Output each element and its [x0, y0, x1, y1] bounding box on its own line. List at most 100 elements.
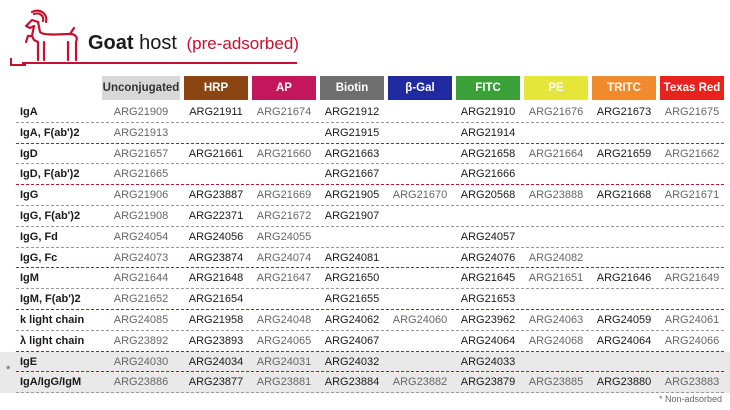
row-label: IgM, F(ab')2	[20, 293, 81, 306]
row-label: IgD, F(ab')2	[20, 168, 80, 181]
catalog-number-cell: ARG24032	[324, 355, 380, 368]
catalog-number-cell: ARG23879	[460, 376, 516, 389]
catalog-number-cell: ARG21908	[113, 209, 169, 222]
catalog-number-cell: ARG21647	[256, 272, 312, 285]
catalog-number-cell: ARG21905	[324, 189, 380, 202]
row-label: IgG, Fc	[20, 251, 58, 264]
catalog-number-cell: ARG24081	[324, 251, 380, 264]
catalog-number-cell: ARG23884	[324, 376, 380, 389]
page-title: Goat host (pre-adsorbed)	[88, 32, 299, 55]
title-bracket	[10, 58, 26, 66]
catalog-number-cell: ARG21672	[256, 209, 312, 222]
row-divider	[16, 350, 724, 352]
column-header-pe: PE	[524, 76, 588, 100]
catalog-number-cell: ARG23962	[460, 313, 516, 326]
catalog-number-cell: ARG21666	[460, 168, 516, 181]
table-row: λ light chain ARG23892 ARG23893 ARG24065 ARG…	[0, 331, 730, 352]
column-header-tritc: TRITC	[592, 76, 656, 100]
table-row: k light chain ARG24085 ARG21958 ARG24048 ARG…	[0, 310, 730, 331]
row-divider	[16, 142, 724, 144]
catalog-number-cell: ARG21660	[256, 147, 312, 160]
catalog-number-cell: ARG24060	[392, 313, 448, 326]
catalog-number-cell: ARG21661	[188, 147, 244, 160]
catalog-number-cell: ARG21906	[113, 189, 169, 202]
catalog-number-cell: ARG24059	[596, 313, 652, 326]
catalog-number-cell: ARG24085	[113, 313, 169, 326]
row-divider	[16, 121, 724, 123]
catalog-number-cell: ARG23893	[188, 334, 244, 347]
table-row: IgE ARG24030 ARG24034 ARG24031 ARG24032 ARG24…	[0, 351, 730, 373]
table-row: IgM, F(ab')2 ARG21652 ARG21654 ARG21655 ARG2…	[0, 289, 730, 310]
table-row: IgG ARG21906 ARG23887 ARG21669 ARG21905 ARG21…	[0, 185, 730, 206]
row-divider	[16, 288, 724, 290]
catalog-number-cell: ARG21665	[113, 168, 169, 181]
catalog-number-cell: ARG23892	[113, 334, 169, 347]
catalog-number-cell: ARG21676	[528, 106, 584, 118]
catalog-number-cell: ARG21659	[596, 147, 652, 160]
catalog-number-cell: ARG24054	[113, 230, 169, 243]
row-divider	[16, 163, 724, 165]
catalog-number-cell: ARG23887	[188, 189, 244, 202]
table-row: IgG, F(ab')2 ARG21908 ARG22371 ARG21672 ARG2…	[0, 206, 730, 227]
row-label: IgA, F(ab')2	[20, 126, 80, 139]
catalog-number-cell: ARG21669	[256, 189, 312, 202]
table-row: IgA ARG21909 ARG21911 ARG21674 ARG21912 ARG21…	[0, 102, 730, 123]
catalog-number-cell: ARG21915	[324, 126, 380, 139]
row-label: IgA/IgG/IgM	[20, 376, 82, 389]
table-row: IgG, Fd ARG24054 ARG24056 ARG24055 ARG24057	[0, 227, 730, 248]
catalog-number-cell: ARG24030	[113, 355, 169, 368]
catalog-number-cell: ARG21958	[188, 313, 244, 326]
column-header-hrp: HRP	[184, 76, 248, 100]
table-row: IgD ARG21657 ARG21661 ARG21660 ARG21663 ARG21…	[0, 144, 730, 165]
title-bold: Goat	[88, 32, 134, 54]
catalog-number-cell: ARG24065	[256, 334, 312, 347]
row-divider	[16, 225, 724, 227]
row-divider	[16, 184, 724, 186]
catalog-number-cell: ARG24031	[256, 355, 312, 368]
catalog-number-cell: ARG21646	[596, 272, 652, 285]
catalog-number-cell: ARG24056	[188, 230, 244, 243]
column-header-ap: AP	[252, 76, 316, 100]
table-row: IgG, Fc ARG24073 ARG23874 ARG24074 ARG24081 A…	[0, 248, 730, 269]
catalog-number-cell: ARG24055	[256, 230, 312, 243]
title-underline	[22, 62, 297, 64]
catalog-number-cell: ARG21644	[113, 272, 169, 285]
catalog-number-cell: ARG21650	[324, 272, 380, 285]
catalog-number-cell: ARG23880	[596, 376, 652, 389]
catalog-number-cell: ARG23886	[113, 376, 169, 389]
catalog-number-cell: ARG21670	[392, 189, 448, 202]
catalog-number-cell: ARG21671	[664, 189, 720, 202]
catalog-number-cell: ARG21649	[664, 272, 720, 285]
catalog-number-cell: ARG21907	[324, 209, 380, 222]
row-divider	[16, 392, 724, 394]
column-header-texas-red: Texas Red	[660, 76, 724, 100]
catalog-number-cell: ARG24033	[460, 355, 516, 368]
non-adsorbed-marker: *	[6, 364, 11, 376]
row-divider	[16, 329, 724, 331]
catalog-number-cell: ARG24068	[528, 334, 584, 347]
row-label: IgE	[20, 355, 38, 368]
product-table: IgA ARG21909 ARG21911 ARG21674 ARG21912 ARG21…	[0, 102, 730, 394]
catalog-number-cell: ARG21662	[664, 147, 720, 160]
row-divider	[16, 371, 724, 373]
header: Goat host (pre-adsorbed)	[0, 0, 730, 70]
catalog-number-cell: ARG24063	[528, 313, 584, 326]
catalog-number-cell: ARG21909	[113, 106, 169, 118]
catalog-number-cell: ARG21911	[189, 106, 243, 118]
catalog-number-cell: ARG24034	[188, 355, 244, 368]
table-row: IgD, F(ab')2 ARG21665 ARG21667 ARG21666	[0, 164, 730, 186]
catalog-number-cell: ARG24062	[324, 313, 380, 326]
row-divider	[16, 246, 724, 248]
catalog-number-cell: ARG21657	[113, 147, 169, 160]
catalog-number-cell: ARG24073	[113, 251, 169, 264]
catalog-number-cell: ARG22371	[188, 209, 244, 222]
catalog-number-cell: ARG21664	[528, 147, 584, 160]
title-subtitle: (pre-adsorbed)	[186, 34, 299, 53]
catalog-number-cell: ARG21645	[460, 272, 516, 285]
row-label: IgD	[20, 147, 38, 160]
footnote: * Non-adsorbed	[658, 394, 722, 404]
catalog-number-cell: ARG21674	[256, 106, 312, 118]
column-headers: Unconjugated HRP AP Biotin β-Gal FITC PE TRITC T…	[0, 76, 730, 100]
catalog-number-cell: ARG21667	[324, 168, 380, 181]
column-header-biotin: Biotin	[320, 76, 384, 100]
